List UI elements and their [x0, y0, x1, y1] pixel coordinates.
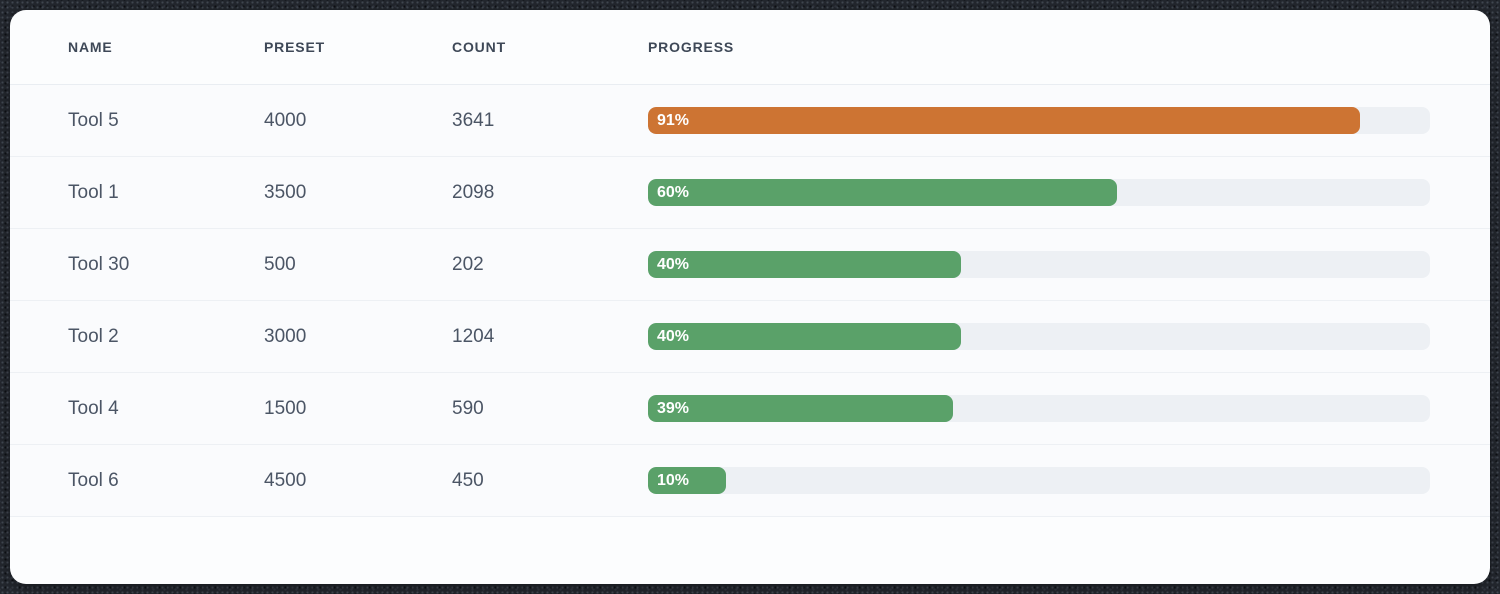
progress-bar-fill: 39% — [648, 395, 953, 422]
cell-progress: 91% — [648, 107, 1430, 134]
cell-preset: 500 — [264, 253, 296, 275]
table-row: Tool 30 500 202 40% — [10, 229, 1490, 301]
progress-percent-label: 39% — [657, 399, 690, 417]
tools-progress-table: NAME PRESET COUNT PROGRESS Tool 5 4000 3… — [10, 10, 1490, 517]
cell-progress: 39% — [648, 395, 1430, 422]
table-row: Tool 5 4000 3641 91% — [10, 85, 1490, 157]
cell-count: 3641 — [452, 109, 495, 131]
table-row: Tool 2 3000 1204 40% — [10, 301, 1490, 373]
cell-progress: 10% — [648, 467, 1430, 494]
cell-preset: 1500 — [264, 397, 307, 419]
progress-bar-track: 91% — [648, 107, 1430, 134]
progress-bar-track: 39% — [648, 395, 1430, 422]
cell-preset: 4500 — [264, 469, 307, 491]
progress-percent-label: 40% — [657, 327, 690, 345]
cell-name: Tool 30 — [68, 253, 130, 275]
table-body: Tool 5 4000 3641 91% Tool 1 3500 2098 60… — [10, 85, 1490, 517]
progress-bar-track: 10% — [648, 467, 1430, 494]
cell-preset: 3500 — [264, 181, 307, 203]
progress-bar-fill: 40% — [648, 251, 961, 278]
cell-count: 450 — [452, 469, 484, 491]
cell-name: Tool 2 — [68, 325, 119, 347]
cell-count: 2098 — [452, 181, 495, 203]
cell-name: Tool 1 — [68, 181, 119, 203]
table-row: Tool 6 4500 450 10% — [10, 445, 1490, 517]
cell-progress: 60% — [648, 179, 1430, 206]
column-header-progress: PROGRESS — [648, 39, 735, 55]
cell-count: 590 — [452, 397, 484, 419]
progress-bar-track: 40% — [648, 251, 1430, 278]
progress-percent-label: 60% — [657, 183, 690, 201]
cell-count: 202 — [452, 253, 484, 275]
progress-bar-fill: 40% — [648, 323, 961, 350]
table-header-row: NAME PRESET COUNT PROGRESS — [10, 10, 1490, 85]
progress-bar-track: 40% — [648, 323, 1430, 350]
cell-name: Tool 5 — [68, 109, 119, 131]
cell-count: 1204 — [452, 325, 495, 347]
cell-name: Tool 6 — [68, 469, 119, 491]
table-row: Tool 1 3500 2098 60% — [10, 157, 1490, 229]
progress-bar-fill: 10% — [648, 467, 727, 494]
progress-bar-fill: 60% — [648, 179, 1118, 206]
progress-percent-label: 40% — [657, 255, 690, 273]
cell-progress: 40% — [648, 251, 1430, 278]
progress-bar-fill: 91% — [648, 107, 1360, 134]
progress-percent-label: 10% — [657, 471, 690, 489]
table-row: Tool 4 1500 590 39% — [10, 373, 1490, 445]
column-header-name: NAME — [68, 39, 113, 55]
column-header-preset: PRESET — [264, 39, 326, 55]
cell-name: Tool 4 — [68, 397, 119, 419]
cell-preset: 3000 — [264, 325, 307, 347]
progress-percent-label: 91% — [657, 111, 690, 129]
table-card: NAME PRESET COUNT PROGRESS Tool 5 4000 3… — [10, 10, 1490, 584]
column-header-count: COUNT — [452, 39, 506, 55]
cell-progress: 40% — [648, 323, 1430, 350]
cell-preset: 4000 — [264, 109, 307, 131]
progress-bar-track: 60% — [648, 179, 1430, 206]
